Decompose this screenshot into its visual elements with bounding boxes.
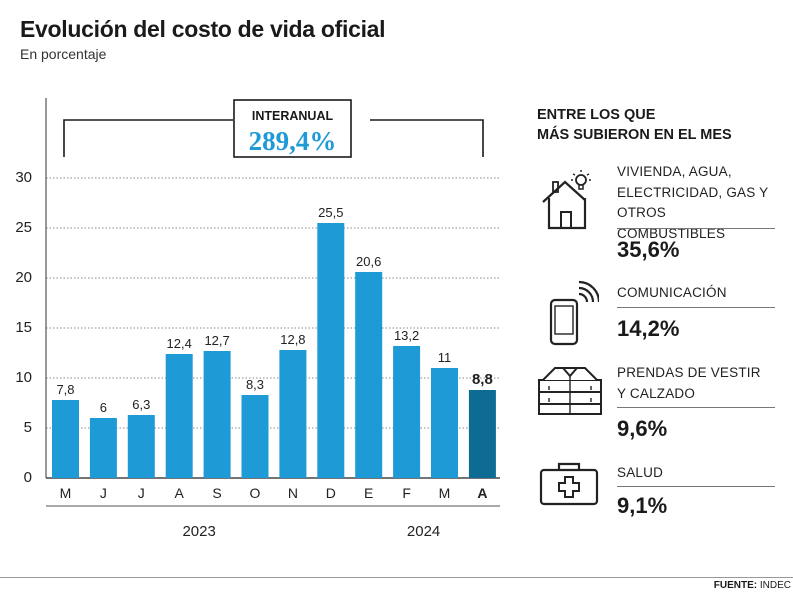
category-rule — [617, 486, 775, 487]
clothes-icon — [538, 367, 602, 415]
bar — [52, 400, 79, 478]
bar — [89, 418, 117, 478]
interanual-bracket: INTERANUAL 289,4% — [63, 99, 484, 158]
bar-value-label: 8,8 — [472, 371, 493, 388]
bar — [241, 395, 269, 478]
category-label: VIVIENDA, AGUA, ELECTRICIDAD, GAS Y OTRO… — [617, 164, 769, 241]
sidebar-title-line: ENTRE LOS QUE — [537, 107, 656, 123]
sidebar-title: ENTRE LOS QUE MÁS SUBIERON EN EL MES — [537, 105, 777, 145]
category-communication: COMUNICACIÓN 14,2% — [537, 280, 775, 350]
x-tick-label: J — [138, 485, 145, 501]
x-tick-label: M — [439, 485, 451, 501]
x-tick-label: D — [326, 485, 336, 501]
bar — [279, 350, 307, 478]
y-tick-label: 30 — [15, 169, 32, 186]
bar-value-label: 7,8 — [56, 382, 74, 397]
bar-value-label: 25,5 — [318, 205, 343, 220]
category-label: SALUD — [617, 465, 664, 480]
year-label: 2023 — [182, 523, 215, 540]
x-tick-label: N — [288, 485, 298, 501]
x-tick-label: A — [175, 485, 185, 501]
bar-value-label: 11 — [438, 350, 452, 365]
bar — [127, 415, 155, 478]
y-tick-label: 10 — [15, 369, 32, 386]
x-tick-label: E — [364, 485, 373, 501]
category-housing: VIVIENDA, AGUA, ELECTRICIDAD, GAS Y OTRO… — [537, 160, 775, 270]
bar-chart: 0 5 10 15 20 25 30 7,8 M 6 J 6,3 J 12,4 A 12,7 S 8,3 O 12,… — [15, 98, 500, 540]
category-clothing: PRENDAS DE VESTIR Y CALZADO 9,6% — [537, 360, 775, 445]
category-label: PRENDAS DE VESTIR Y CALZADO — [617, 365, 761, 401]
bar-value-label: 20,6 — [356, 254, 381, 269]
year-label: 2024 — [407, 523, 440, 540]
category-value: 35,6% — [617, 237, 680, 262]
bar-value-label: 6,3 — [132, 397, 150, 412]
y-tick-label: 0 — [24, 469, 32, 486]
bar — [468, 390, 496, 478]
x-tick-label: F — [402, 485, 411, 501]
bar — [355, 272, 383, 478]
house-icon — [542, 170, 591, 230]
bar — [393, 346, 421, 478]
y-tick-label: 20 — [15, 269, 32, 286]
chart-title: Evolución del costo de vida oficial — [20, 16, 386, 42]
x-tick-label: M — [60, 485, 72, 501]
category-value: 14,2% — [617, 316, 680, 341]
category-label: COMUNICACIÓN — [617, 285, 727, 300]
category-value: 9,1% — [617, 493, 668, 518]
x-tick-label: S — [212, 485, 221, 501]
bar-value-label: 12,8 — [280, 332, 305, 347]
sidebar-title-line: MÁS SUBIERON EN EL MES — [537, 127, 732, 143]
bar-value-label: 8,3 — [246, 377, 264, 392]
y-tick-label: 5 — [24, 419, 32, 436]
category-rule — [617, 307, 775, 308]
bar — [317, 223, 345, 478]
bar-value-label: 6 — [100, 400, 107, 415]
bar — [431, 368, 458, 478]
bar — [165, 354, 193, 478]
source-note: FUENTE: INDEC — [714, 580, 791, 591]
x-tick-label: A — [477, 485, 487, 501]
y-tick-label: 25 — [15, 219, 32, 236]
x-tick-label: O — [250, 485, 261, 501]
source-label: FUENTE: — [713, 580, 758, 591]
interanual-box — [233, 99, 352, 158]
phone-icon — [549, 280, 599, 346]
bar-value-label: 12,4 — [167, 336, 192, 351]
interanual-value: 289,4% — [249, 126, 337, 156]
category-rule — [617, 228, 775, 229]
first-aid-icon — [539, 462, 599, 506]
chart-subtitle: En porcentaje — [20, 46, 107, 62]
category-rule — [617, 407, 775, 408]
bar — [203, 351, 231, 478]
bar-value-label: 13,2 — [394, 328, 419, 343]
x-tick-label: J — [100, 485, 107, 501]
bar-value-label: 12,7 — [204, 333, 229, 348]
category-health: SALUD 9,1% — [537, 460, 775, 525]
interanual-label: INTERANUAL — [252, 109, 334, 123]
category-value: 9,6% — [617, 416, 668, 441]
source-value: INDEC — [759, 580, 791, 591]
y-tick-label: 15 — [15, 319, 32, 336]
footer-rule — [0, 577, 793, 578]
